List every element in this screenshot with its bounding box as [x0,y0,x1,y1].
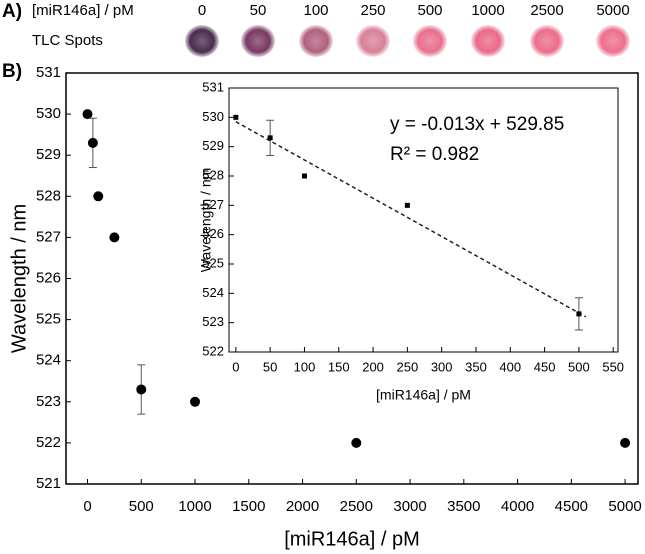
data-point [190,396,201,407]
x-tick-label: 0 [232,359,239,374]
data-point [136,384,147,395]
x-tick-label: 0 [83,498,91,515]
y-tick-label: 521 [36,475,61,492]
tlc-spot [596,25,630,57]
x-tick-label: 3500 [447,498,480,515]
x-tick-label: 450 [534,359,556,374]
x-axis-title: [miR146a] / pM [376,387,471,403]
x-tick-label: 3000 [393,498,426,515]
data-point [109,232,120,243]
y-tick-label: 525 [36,311,61,328]
tlc-spot [241,25,275,57]
concentration: 5000 [596,2,629,19]
y-tick-label: 527 [36,228,61,245]
y-tick-label: 531 [36,64,61,81]
tlc-spot [299,25,333,57]
y-axis-title: Wavelength / nm [8,204,30,353]
y-tick-label: 527 [202,197,224,212]
concentration: 0 [198,2,206,19]
concentration: 500 [417,2,442,19]
data-point [93,191,104,202]
x-axis-title: [miR146a] / pM [284,528,420,550]
panel-label: A) [2,1,22,22]
row-label: TLC Spots [32,32,103,49]
x-tick-label: 550 [602,359,624,374]
y-tick-label: 522 [202,343,224,358]
panel-label: B) [2,61,22,82]
y-tick-label: 528 [202,167,224,182]
x-tick-label: 50 [263,359,277,374]
y-tick-label: 526 [36,269,61,286]
y-tick-label: 524 [202,285,224,300]
x-tick-label: 2500 [340,498,373,515]
y-tick-label: 523 [202,314,224,329]
tlc-spot [413,25,447,57]
data-point [87,137,98,148]
y-tick-label: 530 [36,105,61,122]
concentration-label: [miR146a] / pM [32,2,134,19]
concentration: 2500 [530,2,563,19]
y-tick-label: 524 [36,352,61,369]
concentration: 1000 [471,2,504,19]
x-tick-label: 4500 [555,498,588,515]
y-tick-label: 529 [202,138,224,153]
x-tick-label: 100 [294,359,316,374]
concentration: 250 [360,2,385,19]
annotation: y = -0.013x + 529.85 [390,114,564,135]
concentration: 50 [250,2,267,19]
y-tick-label: 526 [202,226,224,241]
data-point [301,173,307,179]
y-tick-label: 528 [36,187,61,204]
y-tick-label: 525 [202,255,224,270]
x-tick-label: 400 [499,359,521,374]
fit-line [235,121,587,318]
x-tick-label: 300 [431,359,453,374]
x-tick-label: 1500 [232,498,265,515]
tlc-spot [356,25,390,57]
annotation: R² = 0.982 [390,144,479,165]
y-tick-label: 523 [36,393,61,410]
y-axis-title: Wavelength / nm [198,168,214,273]
data-point [267,135,273,141]
y-tick-label: 531 [202,79,224,94]
tlc-spot [530,25,564,57]
x-tick-label: 250 [397,359,419,374]
x-tick-label: 350 [465,359,487,374]
x-tick-label: 500 [129,498,154,515]
x-tick-label: 200 [362,359,384,374]
y-tick-label: 522 [36,434,61,451]
data-point [351,437,362,448]
data-point [82,109,93,120]
data-point [576,311,582,317]
x-tick-label: 4000 [501,498,534,515]
y-tick-label: 530 [202,109,224,124]
data-point [620,437,631,448]
data-point [404,202,410,208]
tlc-spot [185,25,219,57]
tlc-spot [471,25,505,57]
x-tick-label: 5000 [608,498,641,515]
plot-frame [228,87,619,353]
x-tick-label: 150 [328,359,350,374]
x-tick-label: 500 [568,359,590,374]
x-tick-label: 2000 [286,498,319,515]
data-point [233,114,239,120]
x-tick-label: 1000 [178,498,211,515]
y-tick-label: 529 [36,146,61,163]
concentration: 100 [303,2,328,19]
